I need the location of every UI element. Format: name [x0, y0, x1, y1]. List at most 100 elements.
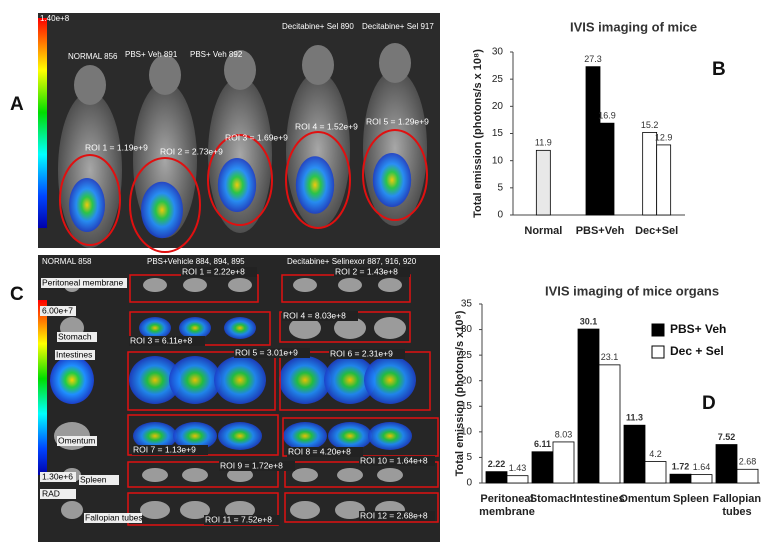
roi-label: ROI 10 = 1.64e+8 — [360, 455, 428, 465]
bar — [552, 441, 575, 484]
legend-swatch — [651, 345, 665, 359]
roi-label: ROI 8 = 4.20e+8 — [288, 446, 351, 456]
organ-label-bg — [79, 475, 119, 485]
group-label: Decitabine+ Sel 890 — [282, 22, 354, 31]
value-label: 11.9 — [535, 138, 552, 148]
roi-ring — [129, 157, 201, 253]
roi-label-bg — [329, 349, 405, 359]
mouse-head — [74, 65, 106, 105]
organ-label: Intestines — [56, 349, 92, 359]
y-tick-label: 0 — [466, 478, 472, 489]
bar — [642, 132, 658, 216]
bar — [644, 461, 667, 484]
organ — [293, 278, 317, 292]
organ-label-bg — [57, 332, 97, 342]
mouse-head — [224, 50, 256, 90]
organ — [218, 422, 262, 450]
organ — [338, 278, 362, 292]
roi-label: ROI 5 = 3.01e+9 — [235, 347, 298, 357]
organ — [368, 422, 412, 450]
bar — [599, 122, 615, 216]
organ — [227, 468, 253, 482]
organ — [143, 278, 167, 292]
organ-label-bg — [41, 278, 127, 288]
y-tick-label: 25 — [461, 350, 473, 361]
value-label: 1.64 — [693, 462, 711, 472]
organ — [182, 468, 208, 482]
y-axis-label: Total emission (photons/s x10⁸) — [454, 310, 466, 476]
organ-label: Omentum — [58, 435, 95, 445]
value-label: 16.9 — [598, 111, 616, 121]
y-tick-label: 10 — [461, 426, 473, 437]
x-tick-label: Stomach — [530, 493, 577, 505]
organ — [292, 468, 318, 482]
roi-box — [284, 492, 439, 523]
x-tick-label: Normal — [524, 225, 562, 237]
x-tick-label: Peritoneal membrane — [479, 493, 535, 518]
roi-ring — [285, 131, 351, 229]
y-tick-label: 15 — [492, 128, 504, 139]
signal — [141, 181, 183, 239]
value-label: 27.3 — [584, 54, 602, 64]
value-label: 1.72 — [672, 462, 690, 472]
organ-label: Peritoneal membrane — [42, 277, 124, 287]
roi-label: ROI 4 = 1.52e+9 — [295, 121, 358, 131]
organ — [214, 356, 266, 404]
y-tick-label: 0 — [497, 210, 503, 221]
color-scale — [38, 300, 47, 475]
organ — [142, 468, 168, 482]
organ — [61, 501, 83, 519]
y-tick-label: 10 — [492, 155, 504, 166]
y-tick-label: 5 — [497, 182, 503, 193]
group-label: PBS+ Veh 892 — [190, 50, 243, 59]
roi-label: ROI 5 = 1.29e+9 — [366, 116, 429, 126]
roi-label: ROI 11 = 7.52e+8 — [205, 514, 272, 524]
roi-label: ROI 6 = 2.31e+9 — [330, 348, 393, 358]
bar — [690, 474, 713, 484]
organ-label: Spleen — [80, 474, 107, 484]
roi-label: ROI 4 = 8.03e+8 — [283, 310, 346, 320]
x-tick-label: Dec+Sel — [635, 225, 678, 237]
mouse-head — [302, 45, 334, 85]
signal — [217, 158, 257, 212]
organ — [290, 501, 320, 519]
organ — [179, 317, 211, 339]
organ — [334, 317, 366, 339]
roi-box — [127, 492, 279, 526]
group-label: PBS+ Veh 891 — [125, 50, 178, 59]
organ — [225, 501, 255, 519]
y-tick-label: 5 — [466, 452, 472, 463]
roi-label-bg — [282, 311, 358, 321]
bar — [535, 149, 551, 216]
mouse-head — [379, 43, 411, 83]
roi-ring — [59, 154, 121, 246]
organ — [374, 317, 406, 339]
organ — [377, 468, 403, 482]
roi-label: ROI 3 = 1.69e+9 — [225, 132, 288, 142]
scale-label: 1.30e+6 — [42, 471, 73, 481]
panel-letter: B — [712, 59, 726, 80]
organ-label-bg — [55, 350, 95, 360]
y-tick-label: 30 — [492, 47, 504, 58]
panel-letter: D — [702, 393, 716, 414]
group-label: Decitabine+ Sel 917 — [362, 22, 434, 31]
value-label: 30.1 — [580, 316, 598, 326]
organ — [129, 356, 181, 404]
legend-label: PBS+ Veh — [670, 322, 726, 336]
y-tick-label: 30 — [461, 324, 473, 335]
organ — [183, 278, 207, 292]
roi-label: ROI 1 = 2.22e+8 — [182, 266, 245, 276]
roi-label-bg — [359, 456, 435, 466]
organ — [139, 317, 171, 339]
value-label: 4.2 — [649, 449, 662, 459]
value-label: 8.03 — [555, 429, 573, 439]
organ — [133, 422, 177, 450]
y-axis-label: Total emission (photons/s x 10⁸) — [472, 49, 484, 218]
value-label: 15.2 — [641, 120, 659, 130]
roi-label-bg — [129, 336, 205, 346]
chart-title: IVIS imaging of mice organs — [545, 283, 719, 298]
x-tick-label: Intestines — [573, 493, 624, 505]
roi-ring — [207, 134, 273, 226]
value-label: 7.52 — [718, 432, 736, 442]
panel-letter: C — [10, 284, 24, 305]
